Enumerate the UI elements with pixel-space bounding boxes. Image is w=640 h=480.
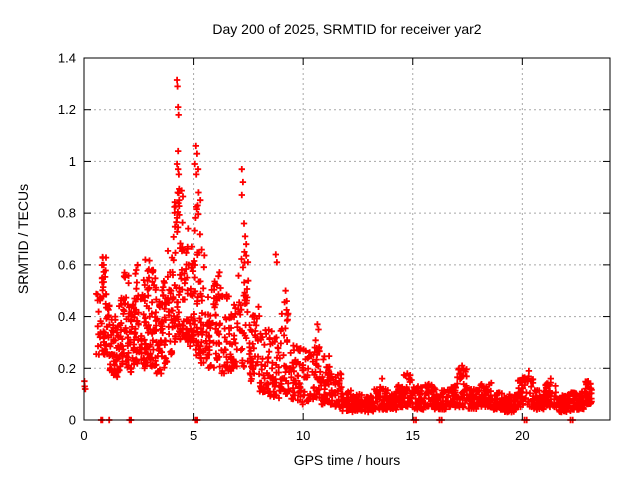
y-axis-label: SRMTID / TECUs <box>15 184 31 294</box>
y-tick-label: 0 <box>69 413 76 428</box>
x-tick-label: 0 <box>80 428 87 443</box>
y-tick-label: 0.6 <box>58 257 76 272</box>
plot-border <box>83 57 611 421</box>
axes-layer <box>83 57 611 421</box>
x-tick-label: 5 <box>190 428 197 443</box>
x-axis-label: GPS time / hours <box>294 452 401 468</box>
y-tick-label: 0.4 <box>58 309 76 324</box>
data-points-layer <box>81 76 595 424</box>
y-tick-label: 1.2 <box>58 102 76 117</box>
y-tick-label: 1.4 <box>58 51 76 66</box>
x-tick-label: 15 <box>406 428 420 443</box>
x-tick-label: 10 <box>296 428 310 443</box>
y-tick-label: 0.2 <box>58 361 76 376</box>
scatter-plus-markers <box>81 76 595 424</box>
chart-title: Day 200 of 2025, SRMTID for receiver yar… <box>212 21 481 37</box>
tick-label-layer: 0 5 10 15 20 0 0.2 0.4 0.6 0.8 1 1.2 1.4 <box>58 51 530 444</box>
grid-layer <box>84 58 610 420</box>
y-tick-label: 1 <box>69 154 76 169</box>
y-tick-label: 0.8 <box>58 206 76 221</box>
x-tick-label: 20 <box>515 428 529 443</box>
